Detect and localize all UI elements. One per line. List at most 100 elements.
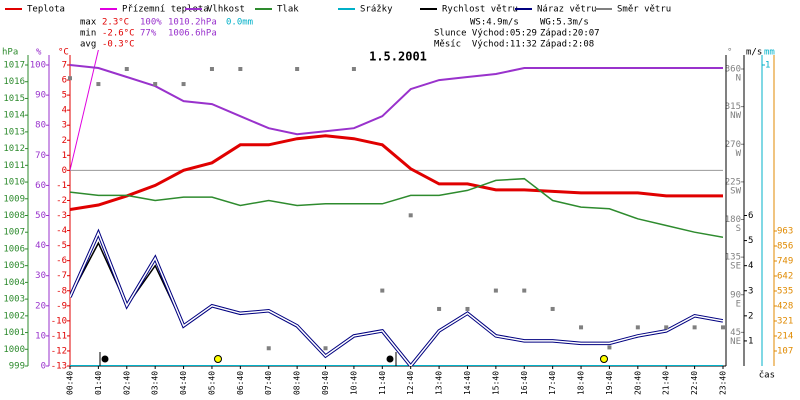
x-tick-label: 08:40: [293, 371, 302, 395]
tick-label: -2: [56, 196, 67, 206]
legend-label: Teplota: [27, 5, 65, 15]
x-tick-label: 05:40: [207, 371, 216, 395]
tick-label: 1010: [3, 178, 25, 188]
series-line-inner: [70, 231, 723, 366]
chart-title: 1.5.2001: [369, 50, 427, 64]
tick-label: 1009: [3, 194, 25, 204]
axis-unit: %: [36, 48, 42, 58]
tick-label: 30: [35, 271, 46, 281]
compass-label: S: [736, 224, 741, 234]
stat-temp: 2.3°C: [102, 18, 129, 28]
tick-label: 7: [62, 61, 67, 71]
compass-label: NW: [730, 111, 741, 121]
tick-label: 3: [748, 286, 753, 296]
tick-label: 70: [35, 151, 46, 161]
tick-label: 1004: [3, 278, 25, 288]
x-tick-label: 07:40: [264, 371, 273, 395]
direction-point: [692, 325, 697, 330]
direction-point: [408, 213, 413, 218]
legend-label: Přízemní teplota: [122, 5, 209, 15]
tick-label: 100: [30, 61, 46, 71]
tick-label: 321: [777, 316, 793, 326]
direction-point: [607, 345, 612, 350]
x-tick-label: 14:40: [463, 371, 472, 395]
direction-point: [465, 306, 470, 311]
axis-unit: hPa: [2, 48, 18, 58]
direction-point: [124, 67, 129, 71]
series-line: [70, 134, 723, 211]
tick-label: 180: [725, 215, 741, 225]
x-axis-label: čas: [759, 370, 775, 381]
tick-label: 60: [35, 181, 46, 191]
tick-label: 2: [748, 311, 753, 321]
x-tick-label: 19:40: [605, 371, 614, 395]
tick-label: 1012: [3, 144, 25, 154]
tick-label: -5: [56, 241, 67, 251]
tick-label: 1003: [3, 295, 25, 305]
tick-label: -1: [56, 181, 67, 191]
x-tick-label: 13:40: [435, 371, 444, 395]
direction-point: [721, 325, 725, 330]
legend-label: Náraz větru: [537, 5, 597, 15]
tick-label: 214: [777, 331, 793, 341]
info-text: Západ:20:07: [540, 29, 600, 39]
direction-point: [522, 288, 527, 293]
x-tick-label: 00:40: [66, 371, 75, 395]
tick-label: 1015: [3, 94, 25, 104]
tick-label: -10: [51, 316, 67, 326]
direction-point: [153, 82, 158, 87]
tick-label: 50: [35, 211, 46, 221]
tick-label: 225: [725, 177, 741, 187]
x-tick-label: 09:40: [321, 371, 330, 395]
tick-label: 1008: [3, 211, 25, 221]
tick-label: 45: [730, 328, 741, 338]
info-text: WG:5.3m/s: [540, 18, 589, 28]
direction-point: [380, 288, 385, 293]
axis-unit: mm: [764, 48, 775, 58]
tick-label: 90: [35, 91, 46, 101]
stat-press: 1010.2hPa: [168, 18, 217, 28]
direction-point: [238, 67, 243, 71]
direction-point: [579, 325, 584, 330]
legend-label: Rychlost větru: [442, 5, 518, 15]
stat-temp: -0.3°C: [102, 40, 135, 50]
direction-point: [209, 67, 214, 71]
compass-label: W: [736, 149, 742, 159]
stat-rain: 0.0mm: [226, 18, 253, 28]
tick-label: 4: [62, 106, 67, 116]
tick-label: 1007: [3, 228, 25, 238]
tick-label: 856: [777, 241, 793, 251]
legend-label: Tlak: [277, 5, 299, 15]
tick-label: 1: [62, 151, 67, 161]
info-text: WS:4.9m/s: [470, 18, 519, 28]
tick-label: 5: [748, 236, 753, 246]
direction-point: [635, 325, 640, 330]
tick-label: 1000: [3, 345, 25, 355]
stat-hum: 100%: [140, 18, 162, 28]
tick-label: 535: [777, 286, 793, 296]
tick-label: 1: [748, 336, 753, 346]
stat-label: avg: [80, 40, 96, 50]
compass-label: N: [736, 74, 741, 84]
tick-label: 642: [777, 271, 793, 281]
direction-point: [550, 306, 555, 311]
tick-label: -12: [51, 346, 67, 356]
x-tick-label: 04:40: [179, 371, 188, 395]
tick-label: 270: [725, 140, 741, 150]
axis-unit: m/s: [746, 48, 762, 58]
info-text: Slunce Východ:05:29: [434, 29, 537, 39]
tick-label: 0: [41, 362, 46, 372]
tick-label: 6: [748, 211, 753, 221]
tick-label: -9: [56, 301, 67, 311]
tick-label: -7: [56, 271, 67, 281]
tick-label: 5: [62, 91, 67, 101]
tick-label: 135: [725, 253, 741, 263]
tick-label: 1001: [3, 328, 25, 338]
axis-unit: °: [727, 48, 732, 58]
legend-label: Srážky: [360, 5, 393, 15]
direction-point: [664, 325, 669, 330]
tick-label: 428: [777, 301, 793, 311]
x-tick-label: 06:40: [236, 371, 245, 395]
